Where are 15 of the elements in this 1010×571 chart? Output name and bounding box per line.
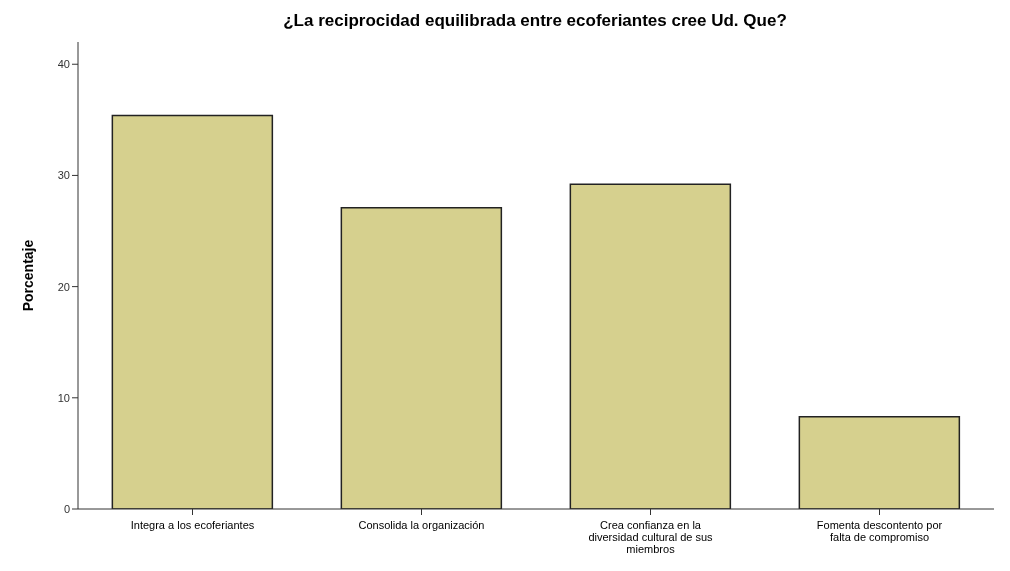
x-tick-label: Fomenta descontento por falta de compromiso (816, 518, 943, 543)
x-tick-label: Crea confianza en la diversidad cultural de sus miembros (588, 518, 714, 555)
y-tick-label: 20 (57, 280, 70, 293)
bar (798, 415, 961, 509)
bar (111, 114, 274, 509)
y-tick-label: 40 (57, 58, 70, 71)
y-tick-label: 30 (57, 169, 70, 182)
x-tick-label: Integra a los ecoferiantes (130, 518, 255, 531)
bar (340, 206, 503, 509)
bar (569, 183, 732, 509)
x-tick-label: Consolida la organización (358, 518, 485, 531)
y-tick-label: 10 (57, 391, 70, 404)
y-tick-label: 0 (63, 502, 70, 515)
y-axis-title: Porcentaje (19, 239, 36, 312)
chart-title: ¿La reciprocidad equilibrada entre ecoferiantes cree Ud. Que? (282, 10, 788, 32)
